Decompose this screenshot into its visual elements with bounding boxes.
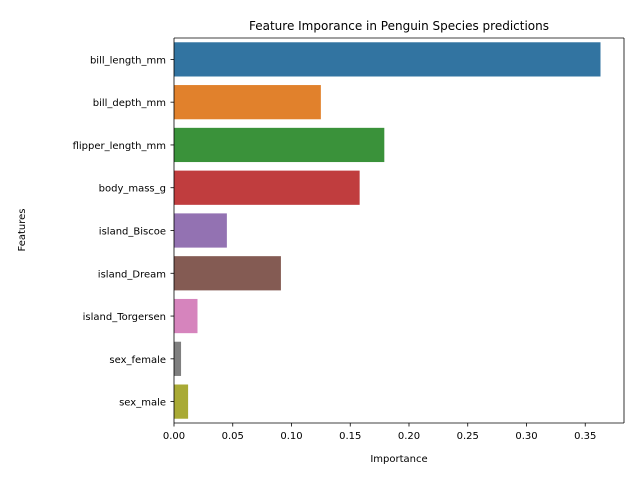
y-tick-label: bill_length_mm [90, 55, 166, 66]
bar-sex-male [174, 384, 189, 419]
y-tick-label: flipper_length_mm [73, 141, 166, 152]
y-tick-label: island_Dream [98, 269, 166, 280]
y-tick-label: sex_male [119, 398, 166, 409]
x-tick-label: 0.20 [398, 431, 420, 442]
y-tick-label: sex_female [109, 355, 166, 366]
y-tick-label: island_Biscoe [99, 227, 166, 238]
y-axis-ticks: bill_length_mm bill_depth_mm flipper_lengt… [73, 55, 174, 409]
y-tick-label: body_mass_g [99, 184, 166, 195]
x-axis-label: Importance [370, 454, 427, 465]
bar-island-Dream [174, 256, 281, 291]
x-tick-label: 0.35 [574, 431, 596, 442]
y-tick-label: island_Torgersen [83, 312, 166, 323]
y-tick-label: bill_depth_mm [93, 98, 166, 109]
chart-title: Feature Imporance in Penguin Species pre… [249, 19, 549, 33]
x-tick-label: 0.00 [163, 431, 185, 442]
bar-island-Biscoe [174, 213, 227, 248]
y-axis-label: Features [17, 209, 28, 252]
bar-island-Torgersen [174, 298, 198, 334]
x-tick-label: 0.05 [222, 431, 244, 442]
x-tick-label: 0.15 [339, 431, 361, 442]
bar-sex-female [174, 341, 182, 376]
x-tick-label: 0.10 [280, 431, 302, 442]
x-tick-label: 0.25 [457, 431, 479, 442]
x-axis-ticks: 0.00 0.05 0.10 0.15 0.20 0.25 0.30 0.35 [163, 423, 596, 442]
bars-group [174, 42, 601, 419]
x-tick-label: 0.30 [515, 431, 537, 442]
bar-flipper-length-mm [174, 127, 385, 163]
bar-bill-length-mm [174, 42, 601, 77]
bar-body-mass-g [174, 170, 360, 205]
bar-bill-depth-mm [174, 85, 321, 120]
